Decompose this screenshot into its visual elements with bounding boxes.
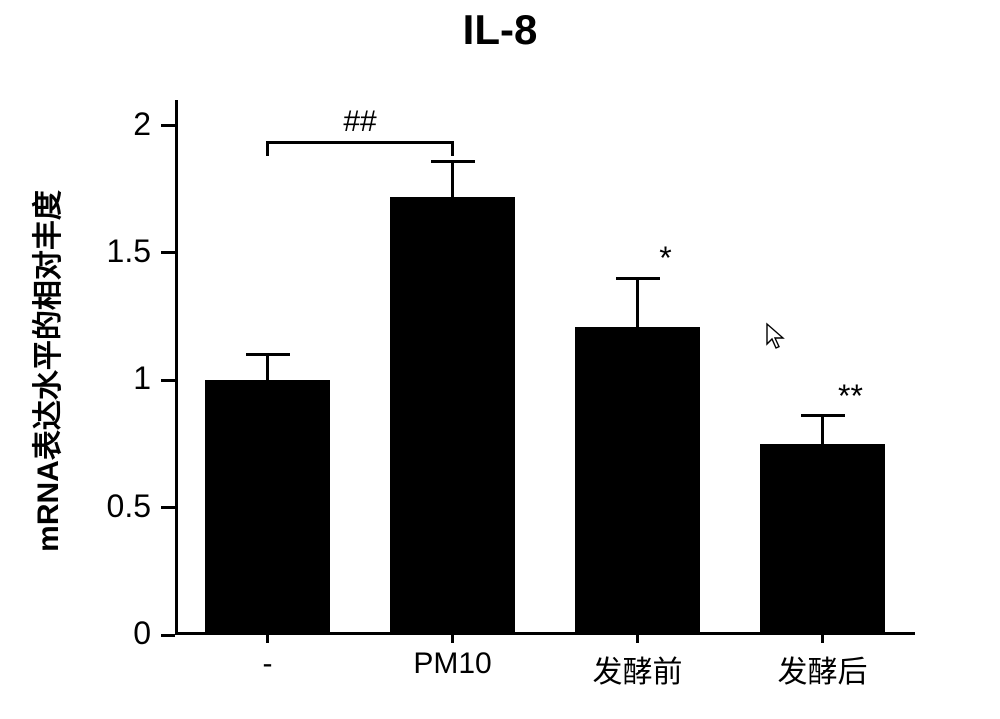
x-tick-label: 发酵前: [545, 647, 730, 691]
y-tick: [161, 251, 175, 254]
error-bar: [821, 416, 824, 444]
y-tick-label: 1: [71, 360, 151, 397]
x-tick-label: PM10: [360, 647, 545, 681]
bar: [390, 197, 516, 635]
significance-marker: **: [811, 378, 891, 415]
x-tick: [266, 635, 269, 643]
x-tick-label: -: [175, 647, 360, 681]
y-tick-label: 1.5: [71, 233, 151, 270]
x-tick: [636, 635, 639, 643]
error-bar: [266, 355, 269, 380]
sig-bracket-label: ##: [300, 105, 420, 139]
y-tick-label: 0.5: [71, 488, 151, 525]
y-tick: [161, 124, 175, 127]
x-tick-label: 发酵后: [730, 647, 915, 691]
error-bar: [451, 161, 454, 197]
x-tick: [821, 635, 824, 643]
sig-bracket: [266, 141, 454, 144]
significance-marker: *: [626, 240, 706, 277]
bar: [575, 327, 701, 635]
x-tick: [451, 635, 454, 643]
chart-title: IL-8: [0, 6, 1000, 54]
y-tick: [161, 506, 175, 509]
error-bar: [636, 278, 639, 326]
y-tick: [161, 634, 175, 637]
y-axis-line: [175, 100, 178, 635]
figure: IL-8 mRNA表达水平的相对丰度 0 0.5 1 1.5 2 -PM10 * 发酵前 ** 发…: [0, 0, 1000, 719]
y-axis-label: mRNA表达水平的相对丰度: [23, 156, 67, 586]
bar: [760, 444, 886, 635]
bar: [205, 380, 331, 635]
y-tick-label: 2: [71, 106, 151, 143]
error-cap: [246, 353, 290, 356]
y-tick-label: 0: [71, 615, 151, 652]
error-cap: [431, 160, 475, 163]
y-tick: [161, 379, 175, 382]
